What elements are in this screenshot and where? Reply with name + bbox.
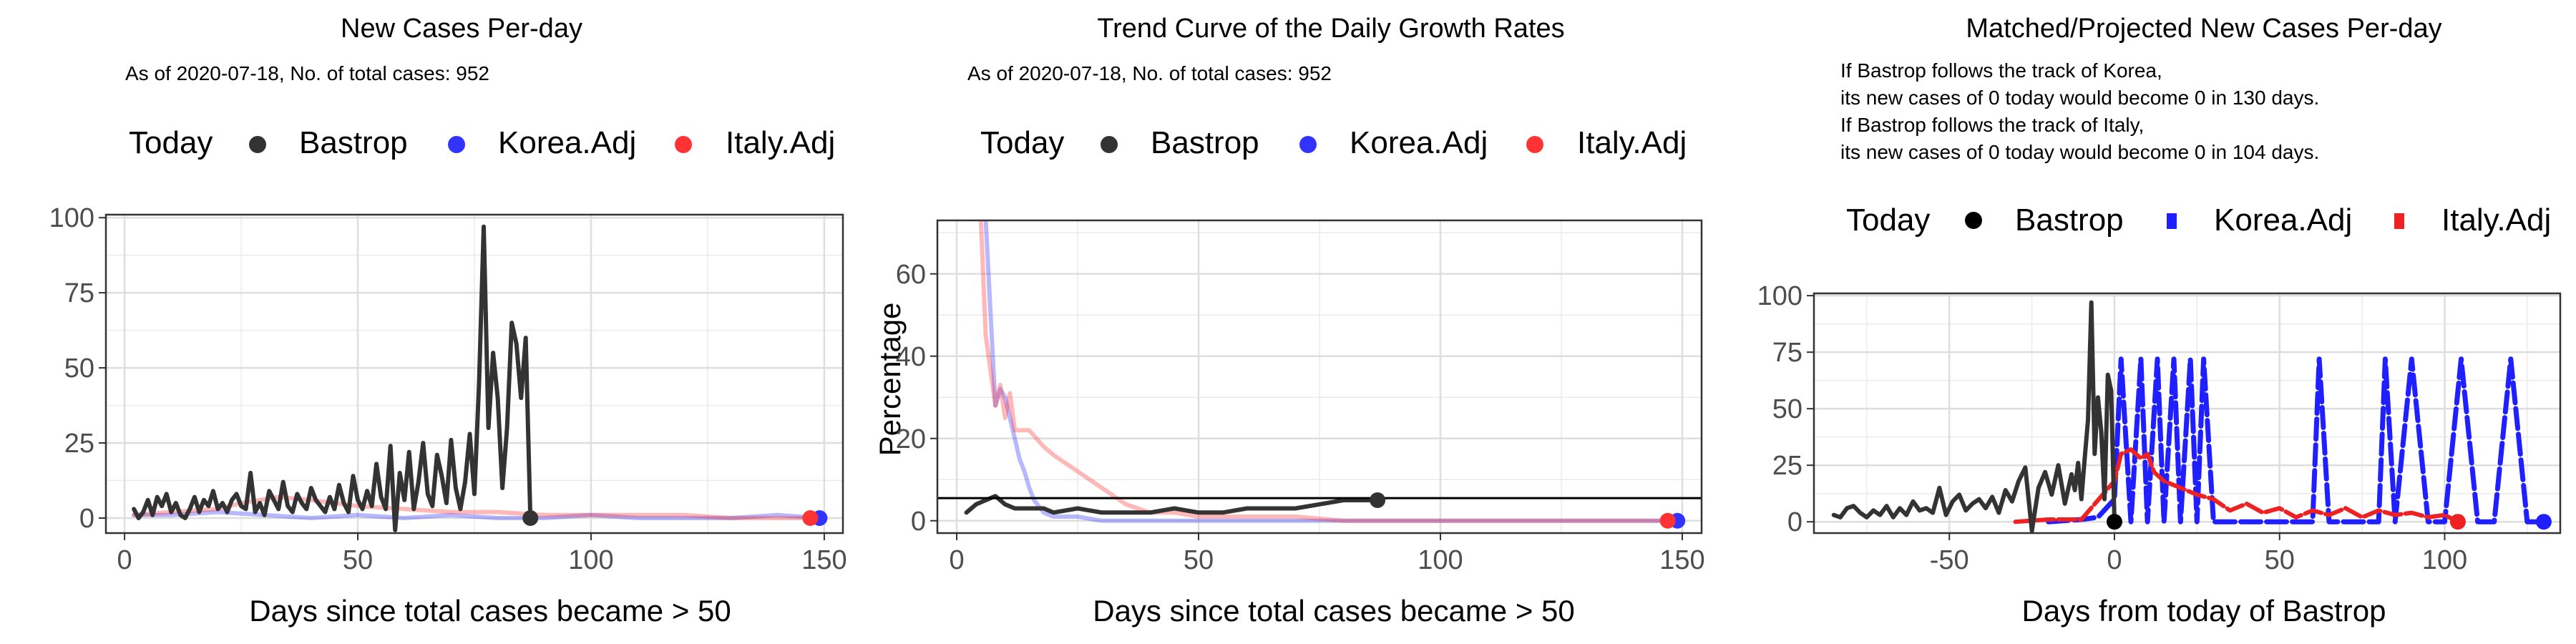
legend-key-italy — [2394, 213, 2404, 229]
legend-label-bastrop: Bastrop — [2015, 203, 2124, 238]
legend-label-korea: Korea.Adj — [1350, 125, 1488, 160]
y-tick-label: 60 — [896, 260, 926, 290]
x-tick-label: 0 — [949, 545, 964, 575]
end-point-italy — [802, 510, 819, 527]
x-tick-label: 100 — [568, 545, 613, 575]
chart-title: New Cases Per-day — [341, 14, 582, 44]
legend-label-korea: Korea.Adj — [2214, 203, 2352, 238]
legend-key-korea — [2167, 213, 2177, 229]
series-line-italy — [132, 494, 813, 520]
series-line-bastrop — [132, 224, 533, 532]
x-axis-label: Days from today of Bastrop — [2022, 594, 2386, 628]
legend-label-bastrop: Bastrop — [299, 125, 408, 160]
x-tick-label: 100 — [2422, 545, 2467, 575]
y-tick-label: 0 — [1787, 507, 1802, 537]
series-line-korea — [2046, 356, 2547, 525]
chart-panel-growth-rates: Trend Curve of the Daily Growth Rates As… — [859, 0, 1717, 644]
chart-svg-projected: Matched/Projected New Cases Per-day If B… — [1757, 14, 2562, 628]
plot-area — [937, 220, 1702, 533]
chart-legend: Today Bastrop Korea.Adj Italy.Adj — [1846, 203, 2551, 238]
x-tick-label: 50 — [343, 545, 373, 575]
y-tick-label: 75 — [64, 278, 94, 308]
x-tick-label: -50 — [1930, 545, 1969, 575]
chart-subtitle-line-3: If Bastrop follows the track of Italy, — [1840, 114, 2144, 136]
series-group — [964, 220, 1680, 523]
series-line-korea — [132, 509, 822, 520]
y-tick-label: 25 — [1772, 451, 1802, 481]
legend-label-italy: Italy.Adj — [726, 125, 835, 160]
plot-border — [936, 219, 1703, 535]
x-tick-label: 0 — [117, 545, 132, 575]
series-line-bastrop — [1831, 300, 2117, 533]
x-tick-label: 100 — [1418, 545, 1463, 575]
chart-svg-new-cases: New Cases Per-day As of 2020-07-18, No. … — [49, 14, 847, 628]
end-point-bastrop — [1370, 492, 1386, 508]
x-axis-label: Days since total cases became > 50 — [249, 594, 731, 628]
y-tick-label: 50 — [64, 353, 94, 384]
end-point-italy — [2449, 514, 2466, 530]
y-tick-label: 0 — [79, 504, 94, 534]
end-point-italy — [1659, 512, 1676, 529]
series-group — [1831, 300, 2547, 533]
chart-panel-projected: Matched/Projected New Cases Per-day If B… — [1717, 0, 2576, 644]
legend-key-korea — [448, 136, 465, 153]
x-axis-label: Days since total cases became > 50 — [1093, 594, 1575, 628]
y-tick-label: 100 — [1757, 281, 1802, 311]
y-tick-label: 50 — [1772, 394, 1802, 424]
legend-label-italy: Italy.Adj — [2441, 203, 2551, 238]
legend-title: Today — [1846, 203, 1930, 238]
y-tick-label: 40 — [896, 342, 926, 372]
legend-key-bastrop — [1965, 212, 1982, 229]
end-point-korea — [2535, 514, 2552, 530]
x-tick-label: 0 — [2107, 545, 2122, 575]
plot-border — [104, 213, 844, 535]
y-tick-label: 100 — [49, 203, 94, 233]
chart-title: Trend Curve of the Daily Growth Rates — [1097, 14, 1564, 44]
legend-key-bastrop — [249, 136, 266, 153]
plot-border — [1813, 292, 2562, 535]
end-point-bastrop — [2106, 514, 2122, 530]
chart-subtitle-line-4: its new cases of 0 today would become 0 … — [1840, 141, 2319, 163]
chart-legend: Today Bastrop Korea.Adj Italy.Adj — [980, 125, 1687, 160]
y-tick-label: 25 — [64, 429, 94, 459]
series-line-italy — [2013, 447, 2460, 525]
chart-subtitle: As of 2020-07-18, No. of total cases: 95… — [967, 62, 1332, 84]
legend-key-italy — [1526, 136, 1543, 153]
chart-title: Matched/Projected New Cases Per-day — [1966, 14, 2441, 44]
legend-title: Today — [129, 125, 213, 160]
x-tick-label: 50 — [2265, 545, 2295, 575]
series-line-bastrop — [964, 494, 1380, 515]
legend-label-italy: Italy.Adj — [1577, 125, 1687, 160]
chart-subtitle-line-2: its new cases of 0 today would become 0 … — [1840, 87, 2319, 109]
legend-key-korea — [1299, 136, 1317, 153]
y-tick-label: 0 — [911, 507, 926, 537]
series-group — [132, 224, 822, 532]
x-tick-label: 150 — [1659, 545, 1704, 575]
x-tick-label: 150 — [801, 545, 847, 575]
chart-subtitle: As of 2020-07-18, No. of total cases: 95… — [125, 62, 489, 84]
legend-label-bastrop: Bastrop — [1151, 125, 1259, 160]
y-tick-label: 20 — [896, 424, 926, 454]
legend-label-korea: Korea.Adj — [498, 125, 636, 160]
chart-legend: Today Bastrop Korea.Adj Italy.Adj — [129, 125, 835, 160]
x-tick-label: 50 — [1184, 545, 1214, 575]
chart-svg-growth-rates: Trend Curve of the Daily Growth Rates As… — [873, 14, 1705, 628]
legend-key-italy — [675, 136, 692, 153]
chart-subtitle-line-1: If Bastrop follows the track of Korea, — [1840, 59, 2162, 82]
legend-title: Today — [980, 125, 1064, 160]
end-point-bastrop — [522, 510, 539, 527]
legend-key-bastrop — [1101, 136, 1118, 153]
y-tick-label: 75 — [1772, 338, 1802, 368]
y-axis-label: Percentage — [873, 303, 907, 457]
series-line-italy — [978, 220, 1670, 523]
chart-panel-new-cases: New Cases Per-day As of 2020-07-18, No. … — [0, 0, 859, 644]
